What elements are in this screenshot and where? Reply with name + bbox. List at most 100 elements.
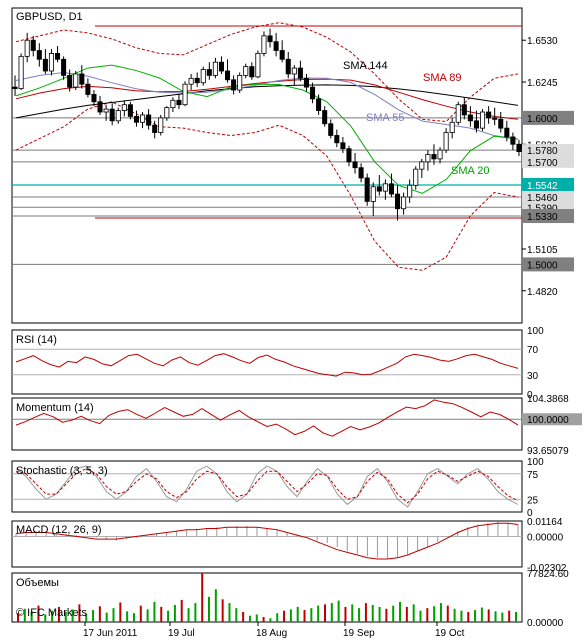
sma89-label: SMA 89 xyxy=(423,72,462,84)
candle-body xyxy=(382,183,388,192)
candle-body xyxy=(170,99,176,109)
candle-body xyxy=(55,53,61,60)
level-badge xyxy=(522,155,574,168)
macd-signal-line xyxy=(15,522,519,560)
candle-body xyxy=(486,111,492,119)
candle-body xyxy=(431,154,437,160)
rsi-tick-label: 30 xyxy=(527,371,539,382)
candle-body xyxy=(79,73,85,85)
candle-body xyxy=(419,161,425,170)
macd-label: MACD (12, 26, 9) xyxy=(16,524,102,536)
momentum-tick-label: 100.0000 xyxy=(527,415,569,426)
macd-tick-label: 0.01164 xyxy=(527,517,563,528)
candle-body xyxy=(473,120,479,129)
candle-body xyxy=(303,77,309,88)
candle-body xyxy=(279,50,285,60)
candle-body xyxy=(97,101,103,113)
rsi-line xyxy=(15,353,519,377)
x-tick-label: 17 Jun 2011 xyxy=(83,628,138,639)
candle-body xyxy=(24,39,30,57)
candle-body xyxy=(164,107,170,119)
level-label: 1.5390 xyxy=(527,203,558,214)
candle-body xyxy=(42,58,48,72)
candle-body xyxy=(297,67,303,79)
candle-body xyxy=(158,117,164,133)
rsi-tick-label: 70 xyxy=(527,345,539,356)
candle-body xyxy=(492,117,498,120)
candle-body xyxy=(401,196,407,210)
candle-body xyxy=(455,104,461,123)
candle-body xyxy=(480,111,486,129)
volume-tick-label: 0.00000 xyxy=(527,618,564,629)
candle-body xyxy=(218,61,224,72)
candle-body xyxy=(48,53,54,72)
price-tick-label: 1.6245 xyxy=(527,78,558,89)
level-label: 1.5000 xyxy=(527,260,558,271)
stochastic-label: Stochastic (3, 5, 3) xyxy=(16,465,108,477)
candle-body xyxy=(407,184,413,198)
candle-body xyxy=(194,77,200,84)
price-tick-label: 1.5105 xyxy=(527,245,558,256)
candle-body xyxy=(461,104,467,116)
candle-body xyxy=(85,83,91,95)
candle-body xyxy=(467,114,473,122)
candle-body xyxy=(109,108,115,122)
sma55-label: SMA 55 xyxy=(366,112,405,124)
candle-body xyxy=(273,41,279,51)
candle-body xyxy=(200,69,206,84)
candle-body xyxy=(30,39,36,51)
candle-body xyxy=(388,183,394,195)
candle-body xyxy=(425,154,431,163)
x-tick-label: 19 Oct xyxy=(435,628,465,639)
candle-body xyxy=(316,98,322,111)
level-label: 1.5460 xyxy=(527,193,558,204)
candle-body xyxy=(322,110,328,125)
candle-body xyxy=(310,86,316,100)
candle-body xyxy=(61,58,67,76)
panel-mom xyxy=(11,397,523,451)
current-price-label: 1.5542 xyxy=(527,181,558,192)
momentum-baseline-badge xyxy=(522,413,582,426)
macd-tick-label: -0.02302 xyxy=(527,563,567,574)
candle-body xyxy=(358,167,364,179)
candle-body xyxy=(103,108,109,113)
level-label: 1.5780 xyxy=(527,146,558,157)
candle-body xyxy=(255,53,261,78)
rsi-tick-label: 0 xyxy=(527,390,533,401)
candle-body xyxy=(340,142,346,150)
candle-body xyxy=(73,73,79,88)
candle-body xyxy=(115,110,121,122)
sma55-line xyxy=(15,71,519,140)
candle-body xyxy=(437,149,443,160)
current-price-badge xyxy=(522,177,574,192)
candle-body xyxy=(231,79,237,91)
candle-body xyxy=(498,118,504,129)
candle-body xyxy=(237,74,243,91)
candle-body xyxy=(376,186,382,192)
level-badge xyxy=(522,257,574,272)
candle-body xyxy=(127,104,133,117)
candle-body xyxy=(395,193,401,210)
candle-body xyxy=(267,35,273,43)
stoch-tick-label: 0 xyxy=(527,508,533,519)
level-label: 1.6000 xyxy=(527,114,558,125)
panel-main xyxy=(11,7,523,324)
stoch-tick-label: 100 xyxy=(527,457,544,468)
candle-body xyxy=(12,86,18,89)
candle-body xyxy=(285,58,291,75)
level-badge xyxy=(522,191,574,203)
momentum-tick-label: 93.65079 xyxy=(527,446,569,457)
candle-body xyxy=(176,99,182,106)
candle-body xyxy=(504,127,510,138)
candle-body xyxy=(364,177,370,202)
stoch-tick-label: 75 xyxy=(527,470,539,481)
candle-body xyxy=(249,66,255,78)
candle-body xyxy=(18,55,24,89)
x-tick-label: 18 Aug xyxy=(256,628,287,639)
candle-body xyxy=(133,116,139,123)
bollinger-upper xyxy=(15,22,519,123)
candle-body xyxy=(243,66,249,76)
copyright-label: © IFC Markets xyxy=(16,607,88,619)
level-label: 1.5330 xyxy=(527,212,558,223)
